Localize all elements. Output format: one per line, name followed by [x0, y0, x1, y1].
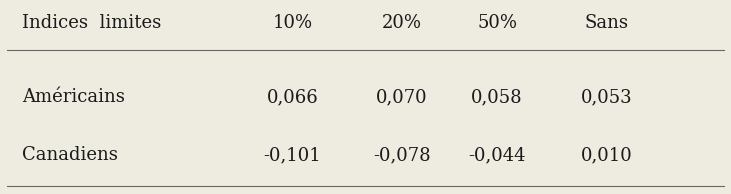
Text: Canadiens: Canadiens: [22, 146, 118, 164]
Text: 0,058: 0,058: [471, 88, 523, 106]
Text: 0,053: 0,053: [581, 88, 632, 106]
Text: 50%: 50%: [477, 14, 517, 32]
Text: Américains: Américains: [22, 88, 125, 106]
Text: 0,010: 0,010: [581, 146, 632, 164]
Text: -0,044: -0,044: [469, 146, 526, 164]
Text: 10%: 10%: [273, 14, 312, 32]
Text: Indices  limites: Indices limites: [22, 14, 161, 32]
Text: -0,101: -0,101: [263, 146, 322, 164]
Text: -0,078: -0,078: [374, 146, 431, 164]
Text: Sans: Sans: [585, 14, 629, 32]
Text: 20%: 20%: [382, 14, 422, 32]
Text: 0,070: 0,070: [376, 88, 428, 106]
Text: 0,066: 0,066: [267, 88, 318, 106]
